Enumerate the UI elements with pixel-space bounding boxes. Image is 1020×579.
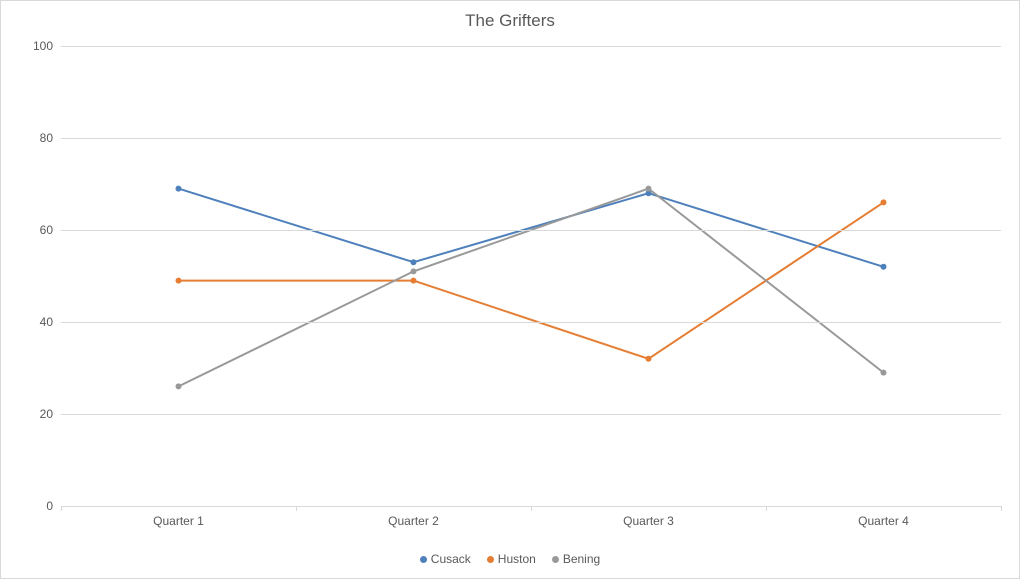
series-marker: [411, 259, 417, 265]
y-axis-tick-label: 20: [40, 407, 53, 421]
legend-item: Bening: [552, 552, 600, 566]
x-axis-tick-mark: [1001, 506, 1002, 511]
legend: Cusack Huston Bening: [1, 552, 1019, 566]
x-axis-tick-mark: [766, 506, 767, 511]
gridline: [61, 138, 1001, 139]
series-marker: [646, 186, 652, 192]
x-axis-tick-label: Quarter 2: [388, 514, 439, 528]
legend-label: Huston: [498, 552, 536, 566]
gridline: [61, 322, 1001, 323]
chart-lines: [61, 46, 1001, 506]
legend-label: Bening: [563, 552, 600, 566]
series-marker: [176, 278, 182, 284]
y-axis-tick-label: 60: [40, 223, 53, 237]
legend-marker-icon: [420, 556, 427, 563]
series-marker: [881, 264, 887, 270]
series-marker: [176, 383, 182, 389]
legend-item: Huston: [487, 552, 536, 566]
y-axis-tick-label: 80: [40, 131, 53, 145]
series-marker: [646, 356, 652, 362]
series-marker: [411, 268, 417, 274]
chart-title: The Grifters: [1, 11, 1019, 31]
y-axis-tick-label: 100: [33, 39, 53, 53]
gridline: [61, 230, 1001, 231]
series-marker: [411, 278, 417, 284]
x-axis-tick-label: Quarter 4: [858, 514, 909, 528]
y-axis-tick-label: 0: [46, 499, 53, 513]
x-axis-tick-mark: [531, 506, 532, 511]
gridline: [61, 414, 1001, 415]
series-line: [179, 189, 884, 387]
legend-label: Cusack: [431, 552, 471, 566]
plot-area: 020406080100Quarter 1Quarter 2Quarter 3Q…: [61, 46, 1001, 506]
x-axis-tick-label: Quarter 3: [623, 514, 674, 528]
series-marker: [881, 199, 887, 205]
chart-container: The Grifters 020406080100Quarter 1Quarte…: [0, 0, 1020, 579]
gridline: [61, 46, 1001, 47]
legend-marker-icon: [487, 556, 494, 563]
series-line: [179, 189, 884, 267]
series-marker: [881, 370, 887, 376]
x-axis-tick-mark: [296, 506, 297, 511]
y-axis-tick-label: 40: [40, 315, 53, 329]
legend-marker-icon: [552, 556, 559, 563]
x-axis-tick-mark: [61, 506, 62, 511]
x-axis-tick-label: Quarter 1: [153, 514, 204, 528]
series-marker: [176, 186, 182, 192]
legend-item: Cusack: [420, 552, 471, 566]
